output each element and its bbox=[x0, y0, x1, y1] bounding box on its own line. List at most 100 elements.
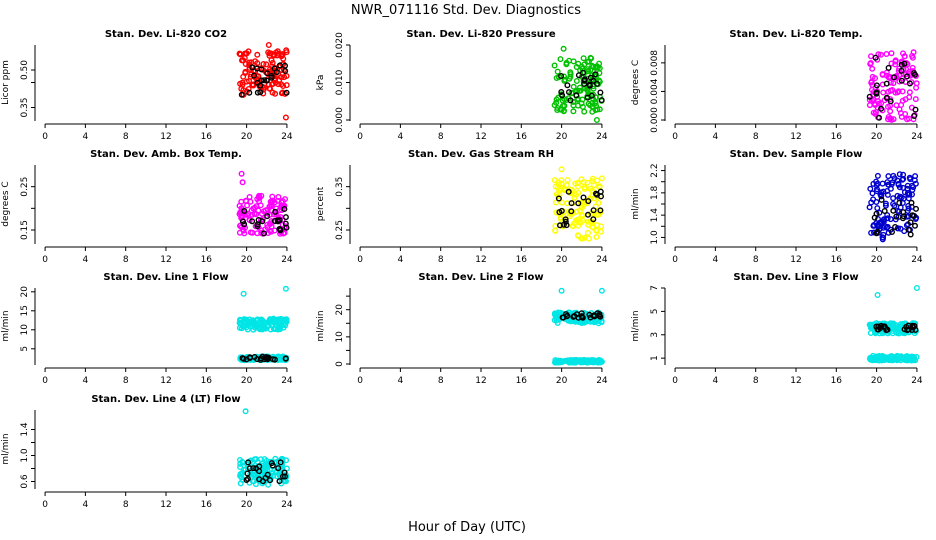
data-point bbox=[279, 356, 286, 363]
data-point bbox=[568, 357, 575, 364]
data-point bbox=[248, 71, 255, 78]
data-point bbox=[890, 207, 897, 214]
data-point bbox=[580, 55, 587, 62]
x-tick-label: 16 bbox=[201, 500, 213, 510]
data-point bbox=[270, 51, 277, 58]
data-point bbox=[901, 53, 908, 60]
y-tick-label: 0.010 bbox=[335, 69, 345, 95]
data-point bbox=[878, 105, 885, 112]
data-point bbox=[585, 211, 592, 218]
data-point bbox=[891, 202, 898, 209]
y-tick-label: 0.25 bbox=[20, 177, 30, 197]
y-tick-label: 15 bbox=[20, 305, 30, 316]
y-tick-label: 10 bbox=[20, 324, 30, 336]
x-tick-label: 24 bbox=[281, 500, 293, 510]
data-point bbox=[873, 188, 880, 195]
data-point bbox=[884, 215, 891, 222]
data-point bbox=[595, 320, 602, 327]
data-point bbox=[557, 222, 564, 229]
panel-10: Stan. Dev. Line 4 (LT) Flow 0 4 8 12 16 20 24 0.… bbox=[1, 394, 293, 510]
data-point bbox=[271, 356, 278, 363]
x-tick-label: 24 bbox=[596, 255, 608, 265]
data-point bbox=[246, 465, 253, 472]
data-point bbox=[594, 80, 601, 87]
data-point bbox=[245, 318, 252, 325]
data-point bbox=[867, 355, 874, 362]
data-point bbox=[574, 180, 581, 187]
data-point-outlier bbox=[598, 287, 605, 294]
y-tick-label: 2.2 bbox=[650, 163, 660, 177]
y-tick-label: 0.25 bbox=[335, 220, 345, 240]
data-point bbox=[553, 99, 560, 106]
x-axis-label: Hour of Day (UTC) bbox=[408, 520, 526, 535]
data-point bbox=[257, 89, 264, 96]
data-point bbox=[268, 460, 275, 467]
x-tick-label: 8 bbox=[438, 255, 444, 265]
x-tick-label: 0 bbox=[672, 255, 678, 265]
panel-9: Stan. Dev. Line 3 Flow 0 4 8 12 16 20 24 1 3 5 7 ml/… bbox=[631, 272, 923, 386]
data-point bbox=[264, 210, 271, 217]
data-point bbox=[259, 353, 266, 360]
data-point bbox=[258, 77, 265, 84]
data-point bbox=[901, 355, 908, 362]
data-point bbox=[899, 88, 906, 95]
data-point bbox=[272, 90, 279, 97]
panel-title: Stan. Dev. Line 4 (LT) Flow bbox=[91, 394, 240, 405]
data-point bbox=[892, 223, 899, 230]
data-point bbox=[872, 54, 879, 61]
data-point bbox=[567, 97, 574, 104]
data-point bbox=[236, 202, 243, 209]
data-point bbox=[258, 229, 265, 236]
x-tick-label: 20 bbox=[241, 132, 253, 142]
y-axis-label: percent bbox=[316, 186, 326, 221]
data-point bbox=[598, 175, 605, 182]
data-point bbox=[584, 66, 591, 73]
data-point bbox=[897, 110, 904, 117]
y-tick-label: 7 bbox=[650, 285, 660, 291]
data-point bbox=[559, 199, 566, 206]
data-point bbox=[883, 224, 890, 231]
y-tick-label: 1.0 bbox=[650, 230, 660, 245]
data-point bbox=[593, 233, 600, 240]
data-point bbox=[587, 358, 594, 365]
data-point bbox=[241, 210, 248, 217]
data-point bbox=[887, 108, 894, 115]
data-point bbox=[562, 216, 569, 223]
data-point bbox=[593, 190, 600, 197]
data-point bbox=[282, 196, 289, 203]
data-point bbox=[263, 61, 270, 68]
panel-2: Stan. Dev. Li-820 Pressure 0 4 8 12 16 20 24 0.0… bbox=[316, 29, 608, 142]
data-point bbox=[250, 72, 257, 79]
data-point bbox=[555, 195, 562, 202]
data-point bbox=[869, 355, 876, 362]
data-point bbox=[885, 113, 892, 120]
data-points bbox=[236, 408, 290, 488]
data-point bbox=[573, 77, 580, 84]
data-point bbox=[876, 209, 883, 216]
data-point bbox=[263, 69, 270, 76]
data-point bbox=[589, 62, 596, 69]
x-tick-label: 24 bbox=[911, 132, 923, 142]
x-tick-label: 4 bbox=[83, 255, 89, 265]
y-tick-label: 1.0 bbox=[20, 448, 30, 463]
data-point bbox=[590, 77, 597, 84]
data-point-outlier bbox=[282, 114, 289, 121]
data-point bbox=[276, 478, 283, 485]
data-point bbox=[866, 102, 873, 109]
data-point bbox=[568, 208, 575, 215]
data-point bbox=[867, 61, 874, 68]
data-point bbox=[268, 218, 275, 225]
data-point bbox=[275, 193, 282, 200]
x-tick-label: 16 bbox=[516, 376, 528, 386]
data-point bbox=[880, 323, 887, 330]
data-point bbox=[884, 223, 891, 230]
data-point bbox=[267, 477, 274, 484]
data-point bbox=[283, 316, 290, 323]
data-point bbox=[588, 92, 595, 99]
panel-5: Stan. Dev. Gas Stream RH 0 4 8 12 16 20 24 0.25 0… bbox=[316, 149, 608, 265]
data-point bbox=[901, 60, 908, 67]
data-point bbox=[283, 47, 290, 54]
data-point bbox=[910, 49, 917, 56]
y-tick-label: 0.35 bbox=[20, 97, 30, 117]
